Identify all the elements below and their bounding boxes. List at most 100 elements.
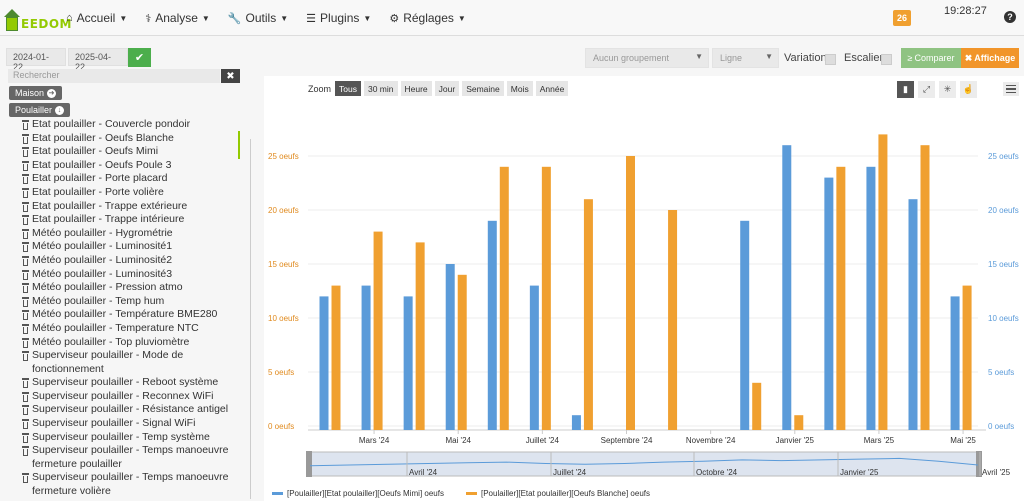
trash-icon[interactable] xyxy=(21,419,31,430)
command-item[interactable]: Météo poulailler - Hygrométrie xyxy=(21,227,242,241)
trash-icon[interactable] xyxy=(21,269,31,280)
trash-icon[interactable] xyxy=(21,432,31,443)
command-item[interactable]: Etat poulailler - Oeufs Mimi xyxy=(21,145,242,159)
jeedom-logo[interactable]: EEDOM xyxy=(4,5,72,31)
bar-mimi xyxy=(571,415,581,430)
command-item[interactable]: Météo poulailler - Temperature NTC xyxy=(21,322,242,336)
nav-item-3[interactable]: ☰ Plugins ▼ xyxy=(306,11,371,25)
trash-icon[interactable] xyxy=(21,296,31,307)
trash-icon[interactable] xyxy=(21,201,31,212)
command-item[interactable]: Superviseur poulailler - Temp système xyxy=(21,431,242,445)
help-icon[interactable]: ? xyxy=(1004,11,1016,23)
legend-label[interactable]: [Poulailler][Etat poulailler][Oeufs Blan… xyxy=(481,489,650,498)
group-poulailler[interactable]: Poulailler ↓ xyxy=(9,103,71,117)
line-tool-button[interactable]: ⤢ xyxy=(918,81,935,98)
command-item[interactable]: Etat poulailler - Couvercle pondoir xyxy=(21,118,242,132)
search-input[interactable]: Rechercher xyxy=(8,69,220,83)
validate-dates-button[interactable]: ✔ xyxy=(128,48,151,67)
command-item[interactable]: Superviseur poulailler - Temps manoeuvre… xyxy=(21,444,242,471)
zoom-button[interactable]: Année xyxy=(535,81,569,96)
nav-item-label: Plugins xyxy=(320,11,360,25)
trash-icon[interactable] xyxy=(21,255,31,266)
nav-item-4[interactable]: ⚙ Réglages ▼ xyxy=(389,11,466,25)
trash-icon[interactable] xyxy=(21,174,31,185)
bar-mimi xyxy=(950,296,960,430)
trash-icon[interactable] xyxy=(21,378,31,389)
command-item[interactable]: Superviseur poulailler - Mode de fonctio… xyxy=(21,349,242,376)
trash-icon[interactable] xyxy=(21,310,31,321)
trash-icon[interactable] xyxy=(21,351,31,362)
zoom-button[interactable]: Semaine xyxy=(462,81,504,96)
chart-menu-button[interactable] xyxy=(1003,82,1019,96)
command-item[interactable]: Etat poulailler - Trappe extérieure xyxy=(21,200,242,214)
trash-icon[interactable] xyxy=(21,147,31,158)
zoom-button[interactable]: 30 min xyxy=(363,81,398,96)
trash-icon[interactable] xyxy=(21,228,31,239)
trash-icon[interactable] xyxy=(21,242,31,253)
trash-icon[interactable] xyxy=(21,133,31,144)
trash-icon[interactable] xyxy=(21,120,31,130)
command-item[interactable]: Etat poulailler - Oeufs Blanche xyxy=(21,132,242,146)
command-item[interactable]: Météo poulailler - Pression atmo xyxy=(21,281,242,295)
scrollbar[interactable] xyxy=(250,139,251,499)
trash-icon[interactable] xyxy=(21,323,31,334)
compare-button[interactable]: ≥ Comparer xyxy=(901,48,961,68)
close-icon: ✖ xyxy=(964,52,973,63)
command-item[interactable]: Météo poulailler - Température BME280 xyxy=(21,308,242,322)
command-item[interactable]: Météo poulailler - Luminosité3 xyxy=(21,268,242,282)
command-item[interactable]: Superviseur poulailler - Temps manoeuvre… xyxy=(21,471,242,498)
asterisk-tool-button[interactable]: ✳ xyxy=(939,81,956,98)
date-end-input[interactable]: 2025-04-22 xyxy=(68,48,128,72)
command-item-label: Etat poulailler - Trappe extérieure xyxy=(32,199,188,212)
gear-icon: ⚙ xyxy=(389,12,400,25)
command-item[interactable]: Superviseur poulailler - Reconnex WiFi xyxy=(21,390,242,404)
trash-icon[interactable] xyxy=(21,215,31,226)
command-item[interactable]: Etat poulailler - Oeufs Poule 3 xyxy=(21,159,242,173)
zoom-button[interactable]: Heure xyxy=(400,81,432,96)
command-item[interactable]: Superviseur poulailler - Reboot système xyxy=(21,376,242,390)
clear-search-button[interactable]: ✖ xyxy=(221,69,240,83)
trash-icon[interactable] xyxy=(21,405,31,416)
x-tick-label: Mai '24 xyxy=(445,436,471,445)
command-item[interactable]: Superviseur poulailler - Signal WiFi xyxy=(21,417,242,431)
nav-item-1[interactable]: ⚕ Analyse ▼ xyxy=(145,11,210,25)
trash-icon[interactable] xyxy=(21,187,31,198)
legend-label[interactable]: [Poulailler][Etat poulailler][Oeufs Mimi… xyxy=(287,489,444,498)
bar-mimi xyxy=(908,199,918,430)
nav-item-0[interactable]: ⌂ Accueil ▼ xyxy=(66,11,127,25)
variation-checkbox[interactable] xyxy=(825,54,836,65)
command-item[interactable]: Etat poulailler - Trappe intérieure xyxy=(21,213,242,227)
zoom-button[interactable]: Tous xyxy=(335,81,361,96)
bar-chart-tool-button[interactable]: ▮ xyxy=(897,81,914,98)
bar-blanche xyxy=(794,415,804,430)
command-item[interactable]: Météo poulailler - Luminosité2 xyxy=(21,254,242,268)
notification-badge[interactable]: 26 xyxy=(893,10,911,26)
command-item[interactable]: Météo poulailler - Luminosité1 xyxy=(21,240,242,254)
zoom-button[interactable]: Mois xyxy=(506,81,533,96)
group-maison[interactable]: Maison ➜ xyxy=(9,86,63,100)
zoom-button[interactable]: Jour xyxy=(434,81,460,96)
trash-icon[interactable] xyxy=(21,337,31,348)
command-item[interactable]: Météo poulailler - Top pluviomètre xyxy=(21,336,242,350)
line-type-select[interactable]: Ligne ▼ xyxy=(712,48,779,68)
display-button[interactable]: ✖ Affichage xyxy=(961,48,1019,68)
trash-icon[interactable] xyxy=(21,446,31,457)
command-item[interactable]: Météo poulailler - Temp hum xyxy=(21,295,242,309)
display-button-label: Affichage xyxy=(974,53,1016,63)
bar-mimi xyxy=(403,296,413,430)
trash-icon[interactable] xyxy=(21,160,31,171)
nav-item-2[interactable]: 🔧 Outils ▼ xyxy=(228,11,288,25)
pointer-tool-button[interactable]: ☝ xyxy=(960,81,977,98)
stairs-checkbox[interactable] xyxy=(881,54,892,65)
trash-icon[interactable] xyxy=(21,473,31,484)
trash-icon[interactable] xyxy=(21,391,31,402)
command-item-label: Météo poulailler - Température BME280 xyxy=(32,308,218,321)
date-start-input[interactable]: 2024-01-22 xyxy=(6,48,66,72)
grouping-select[interactable]: Aucun groupement ▼ xyxy=(585,48,709,68)
command-item[interactable]: Etat poulailler - Porte volière xyxy=(21,186,242,200)
navigator-tick-label: Avril '25 xyxy=(982,468,1011,477)
command-item[interactable]: Etat poulailler - Porte placard xyxy=(21,172,242,186)
trash-icon[interactable] xyxy=(21,283,31,294)
command-item[interactable]: Superviseur poulailler - Résistance anti… xyxy=(21,403,242,417)
